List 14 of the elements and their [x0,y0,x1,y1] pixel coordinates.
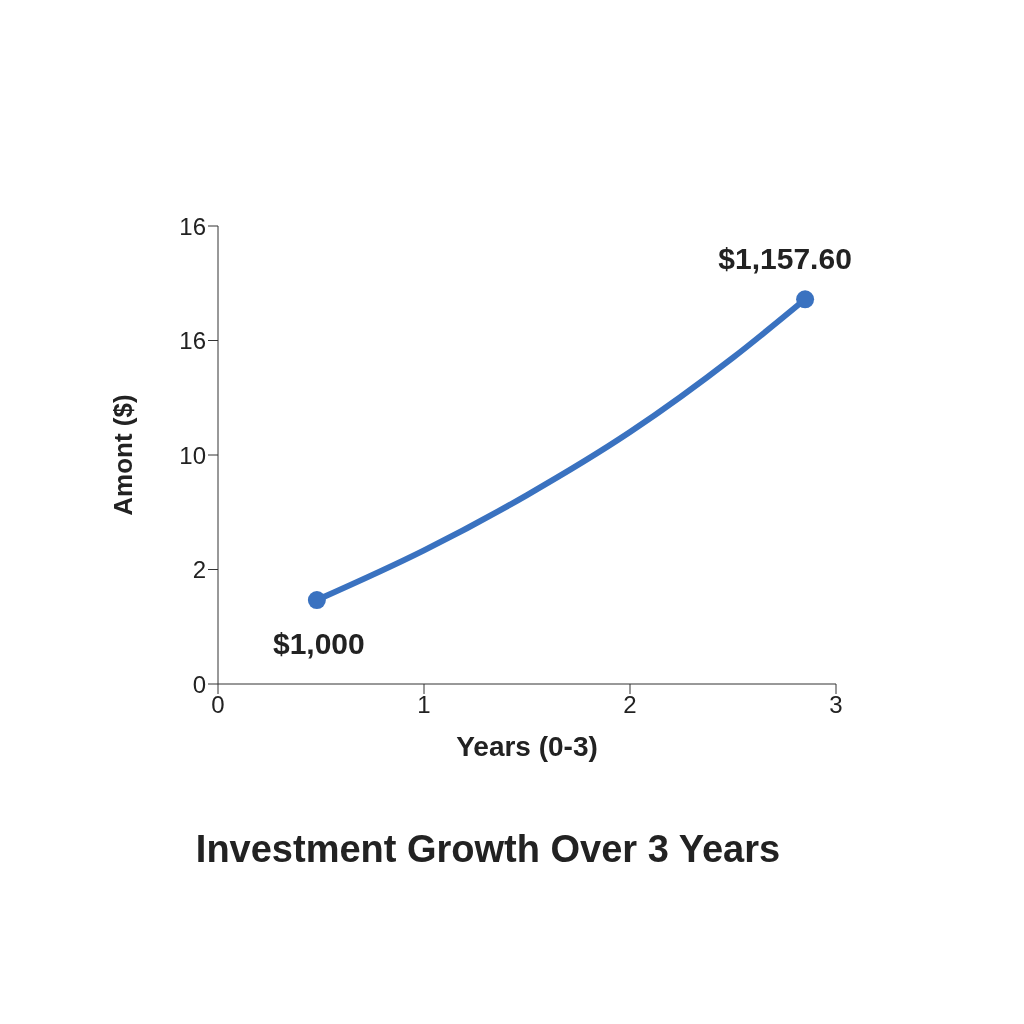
text: 16 [179,212,206,240]
text: 10 [179,441,206,469]
text: 0 [192,670,206,698]
text: 2 [192,556,206,584]
data-label: $1,000 [273,627,365,661]
x-tick-label: 2 [623,691,637,719]
x-axis-title: Years (0-3) [456,731,598,762]
data-label: $1,157.60 [718,242,852,276]
x-tick-label: 3 [829,691,843,719]
text: Investment Growth Over 3 Years [194,828,782,871]
x-tick-label: 0 [211,691,225,719]
text: 16 [179,327,206,355]
y-axis-title: Amont ($) [108,394,139,516]
x-tick-label: 1 [417,691,431,719]
